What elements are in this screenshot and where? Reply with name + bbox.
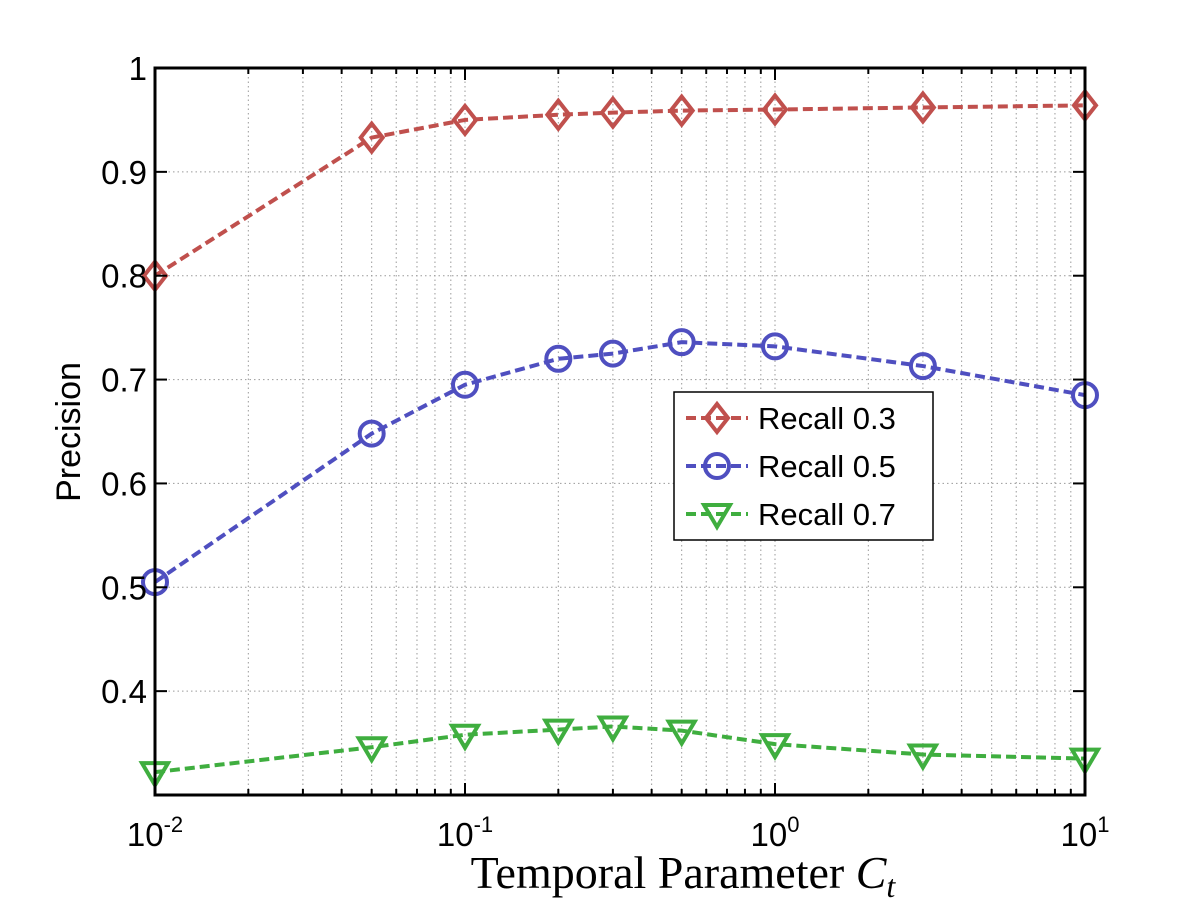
data-point: [668, 93, 696, 128]
y-tick-label: 0.8: [101, 258, 147, 295]
x-axis-label-text: Temporal Parameter: [471, 847, 856, 898]
x-axis-label: Temporal Parameter Ct: [471, 847, 897, 900]
y-tick-label: 0.7: [101, 362, 147, 399]
data-point: [906, 743, 940, 772]
data-point: [541, 718, 575, 747]
x-tick-label: 10-1: [437, 812, 493, 853]
y-tick-label: 1: [129, 50, 147, 87]
grid: [154, 67, 1085, 795]
data-point: [599, 95, 627, 130]
data-point: [448, 723, 482, 752]
data-point: [358, 120, 386, 155]
x-axis-label-symbol: C: [856, 847, 888, 898]
legend: Recall 0.3 Recall 0.5 Recall 0.7: [673, 391, 934, 541]
legend-marker: [703, 452, 731, 480]
x-tick-label: 101: [1061, 812, 1110, 853]
data-point: [355, 736, 389, 765]
data-point: [451, 370, 479, 399]
series-3: [138, 715, 1102, 790]
x-tick-label: 10-2: [127, 812, 183, 853]
y-tick-label: 0.5: [101, 569, 147, 606]
series-line: [153, 103, 1086, 278]
y-tick-label: 0.9: [101, 154, 147, 191]
data-point: [761, 92, 789, 127]
data-point: [761, 332, 789, 361]
data-point: [544, 344, 573, 373]
series-layer: [138, 88, 1102, 790]
y-axis-label: Precision: [50, 362, 88, 502]
data-point: [598, 339, 627, 368]
data-point: [544, 97, 572, 132]
ticks: [154, 67, 1085, 795]
tick-labels: 0.4 0.5 0.6 0.7 0.8 0.9 1 10-2 10-1 100 101: [101, 50, 1109, 853]
data-point: [908, 352, 937, 381]
legend-label: Recall 0.3: [758, 401, 896, 436]
legend-marker: [700, 503, 734, 531]
data-point: [909, 90, 937, 125]
x-tick-label: 100: [751, 812, 800, 853]
legend-marker: [703, 400, 731, 436]
axes-frame: [153, 66, 1087, 797]
legend-label: Recall 0.5: [758, 449, 896, 484]
series-1: [141, 88, 1099, 293]
series-2: [141, 328, 1099, 597]
data-point: [596, 715, 630, 744]
data-point: [451, 102, 479, 138]
y-tick-label: 0.4: [101, 673, 147, 710]
x-axis-label-subscript: t: [886, 868, 896, 900]
series-line: [153, 340, 1086, 584]
legend-label: Recall 0.7: [758, 497, 896, 532]
data-point: [665, 719, 699, 748]
data-point: [758, 733, 792, 762]
data-point: [667, 328, 696, 357]
y-tick-label: 0.6: [101, 465, 147, 502]
data-point: [357, 419, 386, 448]
series-line: [154, 724, 1086, 775]
